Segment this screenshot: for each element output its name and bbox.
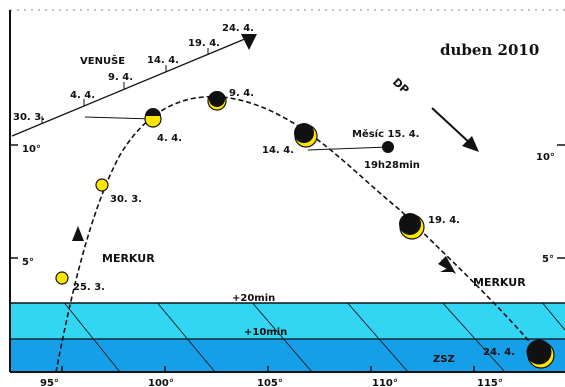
venuse-date: 9. 4. <box>108 72 133 83</box>
y-tick-label-right: 10° <box>536 152 555 163</box>
merkur-position: 9. 4. <box>207 88 254 111</box>
label-10min: +10min <box>244 327 287 338</box>
merkur-position: 19. 4. <box>399 213 460 240</box>
label-zsz: ZSZ <box>433 354 455 365</box>
direction-arrow: DP <box>390 76 479 152</box>
mesic-label: Měsíc 15. 4. <box>352 128 419 140</box>
label-20min: +20min <box>232 293 275 304</box>
merkur-position: 25. 3. <box>55 271 105 293</box>
merkur-arrow <box>72 226 84 241</box>
direction-label: DP <box>390 76 411 97</box>
mesic: Měsíc 15. 4. 19h28min <box>352 128 420 171</box>
venuse-date: 19. 4. <box>188 38 220 49</box>
merkur-position: 14. 4. <box>262 123 318 156</box>
axis-ticks: 95° 100° 105° 110° 115° 10° 5° 10° 5° <box>22 144 555 387</box>
band-20min <box>10 303 565 339</box>
merkur-label: MERKUR <box>102 252 155 265</box>
merkur-position: 4. 4. <box>144 108 182 144</box>
merkur-date: 14. 4. <box>262 145 294 156</box>
merkur-date: 9. 4. <box>229 88 254 99</box>
x-tick-label: 95° <box>40 378 59 387</box>
mesic-marker <box>382 141 394 153</box>
merkur-date: 30. 3. <box>110 194 142 205</box>
merkur-position: 30. 3. <box>95 178 142 205</box>
twilight-bands: +20min +10min ZSZ <box>10 293 565 372</box>
venuse-date: 14. 4. <box>147 55 179 66</box>
y-tick-label-left: 10° <box>22 144 41 155</box>
venuse-date: 24. 4. <box>222 23 254 34</box>
venuse-date: 4. 4. <box>70 90 95 101</box>
venuse-date: 30. 3. <box>13 112 45 123</box>
venuse-label: VENUŠE <box>80 54 125 67</box>
x-tick-label: 100° <box>148 378 174 387</box>
merkur-date: 4. 4. <box>157 133 182 144</box>
merkur-date: 25. 3. <box>73 282 105 293</box>
merkur-track: MERKUR MERKUR 25. 3. 30. 3. 4. 4. 9. 4. … <box>55 88 555 373</box>
band-10min <box>10 339 565 372</box>
merkur-position: 24. 4. <box>483 339 555 369</box>
x-tick-label: 105° <box>257 378 283 387</box>
y-tick-label-left: 5° <box>22 257 34 268</box>
merkur-label: MERKUR <box>473 276 526 289</box>
mesic-time: 19h28min <box>364 160 420 171</box>
y-tick-label-right: 5° <box>542 254 554 265</box>
x-tick-label: 115° <box>477 378 503 387</box>
plot-frame <box>9 9 565 373</box>
merkur-date: 19. 4. <box>428 215 460 226</box>
merkur-path <box>55 95 546 373</box>
merkur-date: 24. 4. <box>483 347 515 358</box>
venuse-track: VENUŠE 30. 3. 4. 4. 9. 4. 14. 4. 19. 4. … <box>11 23 257 137</box>
diagram-title: duben 2010 <box>440 41 539 59</box>
x-tick-label: 110° <box>372 378 398 387</box>
